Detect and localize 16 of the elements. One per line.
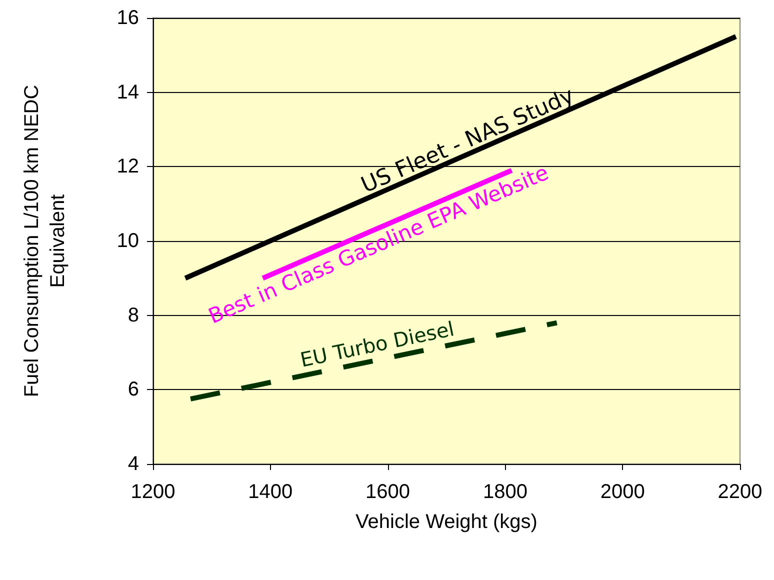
x-tick-label: 1200 <box>130 481 176 503</box>
x-axis-title: Vehicle Weight (kgs) <box>356 511 538 533</box>
y-tick-label: 6 <box>128 378 139 401</box>
x-tick-label: 1800 <box>482 481 528 503</box>
y-axis-title: Fuel Consumption L/100 km NEDC Equivalent <box>21 84 69 398</box>
x-tick-label: 2200 <box>718 481 762 503</box>
y-tick-label: 8 <box>128 304 139 326</box>
y-tick-label: 14 <box>116 81 139 104</box>
x-tick-label: 1400 <box>248 481 293 503</box>
y-tick-label: 4 <box>128 453 139 475</box>
x-tick-label: 2000 <box>600 481 645 503</box>
y-tick-label: 10 <box>116 230 139 252</box>
x-tick-label: 1600 <box>366 481 410 503</box>
y-tick-label: 16 <box>116 7 139 29</box>
text: EU Turbo Diesel <box>298 316 456 372</box>
y-tick-label: 12 <box>116 156 139 178</box>
